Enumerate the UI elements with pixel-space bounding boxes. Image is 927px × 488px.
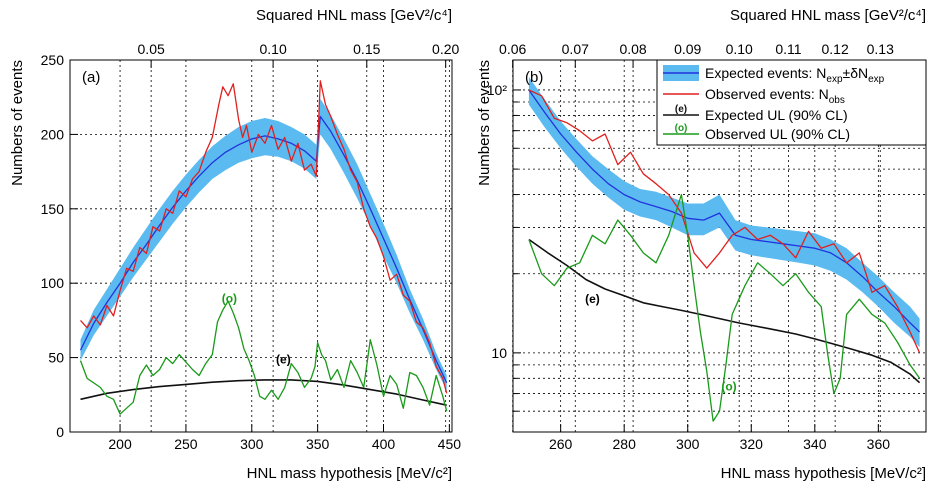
panel-b: 260 280 300 320 340 360 0.06 0.07 0.08 0.09 0.10 0.…: [476, 7, 927, 482]
top-tick-label: 0.10: [259, 41, 286, 57]
top-tick-label: 0.15: [353, 41, 380, 57]
x-tick-label: 400: [372, 436, 396, 452]
legend-item-observed: Observed events: Nobs: [663, 86, 845, 106]
legend-item-band: Expected events: Nexp±δNexp: [663, 65, 885, 85]
expected-events-line: [79, 115, 448, 384]
x-tick-label: 320: [740, 436, 764, 452]
top-tick-label: 0.20: [432, 41, 459, 57]
x-tick-label: 360: [867, 436, 891, 452]
top-tick-label: 0.05: [138, 41, 165, 57]
panel-label: (a): [82, 69, 100, 86]
x-tick-label: 280: [613, 436, 637, 452]
y-tick-label: 100: [41, 275, 65, 291]
curve-label: (o): [222, 292, 237, 306]
legend-item-expected-ul: (e) Expected UL (90% CL): [663, 104, 848, 123]
expected-ul-line: [80, 379, 447, 406]
legend-tag: (e): [675, 104, 687, 115]
y-axis-title: Numbers of events: [9, 60, 26, 186]
x-axis-title: HNL mass hypothesis [MeV/c²]: [247, 465, 452, 482]
top-tick-label: 0.09: [674, 41, 701, 57]
expected-events-band: [528, 77, 920, 348]
y-tick-label: 0: [56, 424, 64, 440]
top-tick-label: 0.06: [499, 41, 526, 57]
x-axis-title: HNL mass hypothesis [MeV/c²]: [721, 465, 926, 482]
y-tick-label: 50: [48, 350, 64, 366]
expected-events-band: [80, 98, 447, 391]
top-tick-label: 0.10: [726, 41, 753, 57]
top-tick-label: 0.13: [867, 41, 894, 57]
top-tick-label: 0.08: [619, 41, 646, 57]
legend-item-observed-ul: (o) Observed UL (90% CL): [663, 123, 850, 142]
y-tick-label: 10: [491, 345, 507, 361]
x-tick-label: 340: [803, 436, 827, 452]
expected-ul-line: [528, 238, 921, 384]
observed-ul-line: [79, 300, 448, 415]
x-tick-label: 300: [676, 436, 700, 452]
x-tick-label: 200: [108, 436, 132, 452]
plot-area-b: [528, 77, 921, 422]
curve-label: (e): [276, 353, 291, 367]
observed-events-line: [80, 80, 448, 394]
top-tick-label: 0.07: [562, 41, 589, 57]
legend-label: Observed events: Nobs: [705, 86, 845, 106]
x-tick-label: 350: [306, 436, 330, 452]
y-tick-label: 10²: [487, 82, 508, 98]
top-axis-title: Squared HNL mass [GeV²/c⁴]: [730, 7, 926, 24]
plot-frame-a: [69, 59, 453, 433]
curve-label: (e): [585, 292, 600, 306]
observed-events-line: [528, 89, 921, 354]
grid-a: [70, 59, 452, 433]
top-tick-label: 0.11: [775, 41, 801, 57]
panel-a: 200 250 300 350 400 450 0.05 0.10 0.15 0.20 0 50 100…: [9, 7, 461, 482]
legend-label: Expected events: Nexp±δNexp: [705, 65, 885, 85]
x-tick-label: 300: [240, 436, 264, 452]
y-tick-label: 150: [41, 201, 65, 217]
legend-label: Expected UL (90% CL): [705, 107, 848, 123]
top-tick-label: 0.12: [822, 41, 849, 57]
plot-area-a: [79, 80, 448, 415]
x-tick-label: 260: [549, 436, 573, 452]
panel-label: (b): [525, 69, 543, 86]
y-axis-title: Numbers of events: [476, 60, 493, 186]
top-axis-title: Squared HNL mass [GeV²/c⁴]: [256, 7, 452, 24]
y-tick-label: 250: [41, 52, 65, 68]
legend-box: [656, 59, 927, 146]
legend-label: Observed UL (90% CL): [705, 126, 850, 142]
expected-events-line: [528, 89, 921, 333]
legend-tag: (o): [675, 123, 688, 134]
x-tick-label: 250: [174, 436, 198, 452]
observed-ul-line: [528, 193, 921, 422]
x-tick-label: 450: [438, 436, 462, 452]
curve-label: (o): [721, 379, 736, 393]
y-tick-label: 200: [41, 126, 65, 142]
